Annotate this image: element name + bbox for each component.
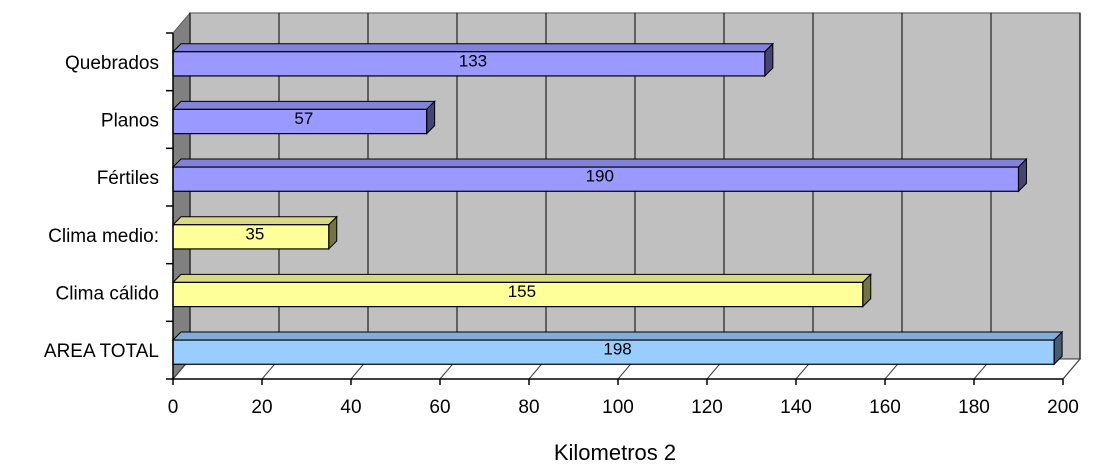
data-label: 133 <box>459 51 487 70</box>
data-label: 155 <box>508 282 536 301</box>
x-tick-label: 40 <box>340 397 361 418</box>
category-labels: Quebrados Planos Fértiles Clima medio: Clima… <box>44 53 159 362</box>
x-tick-label: 20 <box>251 397 272 418</box>
x-tick-label: 200 <box>1047 397 1079 418</box>
x-tick-label: 0 <box>168 397 179 418</box>
data-label: 190 <box>586 167 614 186</box>
bar: 155 <box>171 273 872 308</box>
tick-labels: 0 20 40 60 80 100 120 140 160 180 200 <box>168 397 1079 418</box>
bar-front-face <box>172 339 1055 365</box>
x-axis-title: Kilometros 2 <box>554 440 676 465</box>
x-tick-label: 60 <box>429 397 450 418</box>
category-label: Clima medio: <box>48 226 159 247</box>
bar-front-face <box>172 51 766 77</box>
bar: 133 <box>171 42 775 78</box>
x-tick-label: 100 <box>602 397 634 418</box>
data-label: 57 <box>294 109 313 128</box>
axes <box>166 32 1064 385</box>
category-label: Clima cálido <box>56 284 159 305</box>
bar: 198 <box>171 330 1064 366</box>
bar: 35 <box>171 215 338 251</box>
bar: 190 <box>171 157 1028 193</box>
x-tick-label: 120 <box>691 397 723 418</box>
bar: 57 <box>171 100 436 135</box>
category-label: AREA TOTAL <box>44 341 159 362</box>
bar-front-face <box>172 108 428 135</box>
category-label: Fértiles <box>97 168 159 189</box>
x-tick-label: 180 <box>958 397 990 418</box>
x-tick-label: 160 <box>869 397 901 418</box>
floor-gridline <box>1062 358 1081 380</box>
category-label: Quebrados <box>65 53 159 74</box>
bar-front-face <box>172 281 864 308</box>
data-label: 198 <box>603 340 631 359</box>
data-label: 35 <box>245 224 264 243</box>
bars: 133 57 190 35 155 198 <box>171 42 1064 366</box>
bar-front-face <box>172 166 1020 192</box>
x-tick-label: 80 <box>518 397 539 418</box>
x-tick-label: 140 <box>780 397 812 418</box>
category-label: Planos <box>101 111 159 132</box>
